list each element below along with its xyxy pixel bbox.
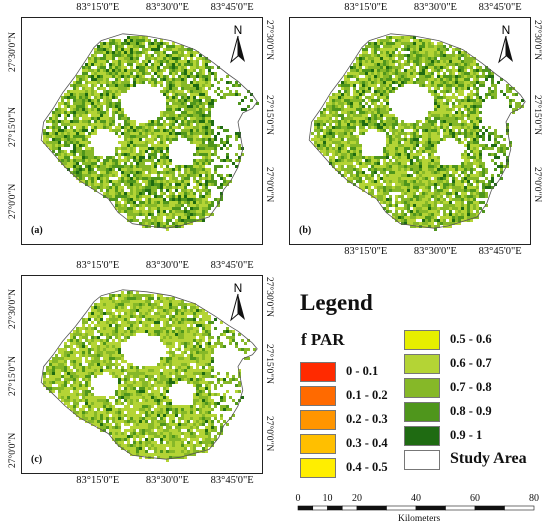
- scale-bar-unit: Kilometers: [398, 514, 441, 524]
- vegetation-pixels: [43, 36, 259, 231]
- north-arrow-icon: N: [230, 23, 245, 64]
- scale-bar-segment: [445, 505, 476, 511]
- legend-label: Study Area: [450, 450, 527, 467]
- scale-bar-segment: [415, 505, 446, 511]
- longitude-tick-label: 83°15'0"E: [344, 2, 388, 13]
- legend-swatch: [300, 458, 336, 478]
- scale-bar-tick: 10: [322, 493, 333, 504]
- longitude-tick-label: 83°30'0"E: [413, 246, 457, 257]
- scale-bar-tick: 80: [529, 493, 539, 504]
- legend-swatch: [404, 402, 440, 422]
- legend-swatch: [300, 410, 336, 430]
- longitude-tick-label: 83°15'0"E: [344, 246, 388, 257]
- map-frame: N: [21, 275, 263, 474]
- longitude-tick-label: 83°45'0"E: [210, 2, 254, 13]
- panel-label: (b): [299, 225, 312, 236]
- scale-bar-segment: [341, 505, 358, 511]
- fpar-map: N: [308, 23, 526, 231]
- vegetation-pixels: [43, 291, 256, 462]
- legend-swatch: [300, 362, 336, 382]
- legend-label: 0 - 0.1: [346, 364, 379, 378]
- north-label: N: [502, 23, 511, 37]
- longitude-tick-label: 83°15'0"E: [76, 260, 120, 271]
- map-frame: N: [289, 17, 531, 245]
- legend-swatch: [404, 450, 440, 470]
- legend-label: 0.5 - 0.6: [450, 332, 492, 346]
- longitude-tick-label: 83°45'0"E: [210, 475, 254, 486]
- longitude-tick-label: 83°30'0"E: [145, 2, 189, 13]
- legend-label: 0.2 - 0.3: [346, 412, 388, 426]
- north-arrow-icon: N: [230, 281, 245, 322]
- legend-label: 0.8 - 0.9: [450, 404, 492, 418]
- scale-bar-segment: [386, 505, 417, 511]
- scale-bar-segment: [327, 505, 343, 511]
- longitude-tick-label: 83°15'0"E: [76, 2, 120, 13]
- fpar-map: N: [40, 23, 259, 231]
- legend-swatch: [404, 426, 440, 446]
- legend-swatch: [300, 386, 336, 406]
- scale-bar-segment: [312, 505, 328, 511]
- map-frame: N: [21, 17, 263, 245]
- vegetation-pixels: [311, 36, 524, 231]
- legend-label: 0.1 - 0.2: [346, 388, 388, 402]
- legend-swatch: [404, 354, 440, 374]
- longitude-tick-label: 83°45'0"E: [210, 260, 254, 271]
- legend-label: 0.9 - 1: [450, 428, 483, 442]
- scale-bar-segment: [297, 505, 314, 511]
- fpar-map: N: [40, 281, 258, 462]
- longitude-tick-label: 83°30'0"E: [145, 260, 189, 271]
- north-label: N: [234, 281, 243, 295]
- north-arrow-icon: N: [498, 23, 513, 64]
- scale-bar-tick: 20: [352, 493, 362, 504]
- legend-label: 0.7 - 0.8: [450, 380, 492, 394]
- longitude-tick-label: 83°15'0"E: [76, 475, 120, 486]
- scale-bar-tick: 40: [411, 493, 421, 504]
- scale-bar-tick: 0: [295, 493, 301, 504]
- scale-bar-segment: [474, 505, 505, 511]
- study-area-boundary: [40, 289, 258, 460]
- legend-label: 0.3 - 0.4: [346, 436, 388, 450]
- legend-subtitle: f PAR: [301, 330, 345, 349]
- legend-label: 0.6 - 0.7: [450, 356, 492, 370]
- longitude-tick-label: 83°45'0"E: [478, 246, 522, 257]
- longitude-tick-label: 83°45'0"E: [478, 2, 522, 13]
- legend-swatch: [300, 434, 336, 454]
- legend-swatch: [404, 378, 440, 398]
- scale-bar-segment: [356, 505, 387, 511]
- north-label: N: [234, 23, 243, 37]
- scale-bar-tick: 60: [470, 493, 480, 504]
- legend-title: Legend: [300, 290, 373, 315]
- scale-bar-segment: [504, 505, 535, 511]
- legend-label: 0.4 - 0.5: [346, 460, 388, 474]
- study-area-boundary: [308, 33, 526, 229]
- study-area-boundary: [40, 33, 258, 229]
- panel-label: (a): [31, 225, 43, 236]
- panel-label: (c): [31, 454, 43, 465]
- longitude-tick-label: 83°30'0"E: [413, 2, 457, 13]
- longitude-tick-label: 83°30'0"E: [145, 475, 189, 486]
- legend-swatch: [404, 330, 440, 350]
